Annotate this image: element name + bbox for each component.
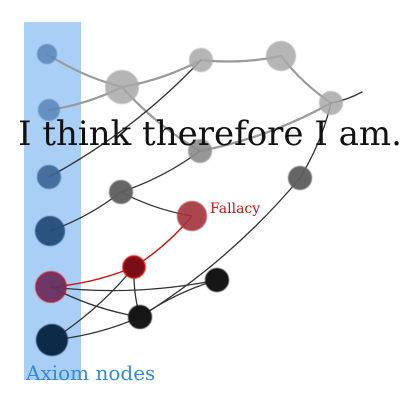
axiom-node[interactable] xyxy=(38,99,60,121)
inferred-node[interactable] xyxy=(189,48,213,72)
axiom-node[interactable] xyxy=(35,271,67,303)
inferred-node[interactable] xyxy=(109,180,133,204)
edge xyxy=(198,101,333,153)
fallacy-label: Fallacy xyxy=(210,201,260,217)
axiom-band xyxy=(24,22,81,380)
fallacy-node[interactable] xyxy=(122,255,146,279)
edge xyxy=(48,59,202,178)
inferred-node[interactable] xyxy=(188,139,212,163)
inferred-node[interactable] xyxy=(105,70,139,104)
inferred-node[interactable] xyxy=(205,268,229,292)
inferred-node[interactable] xyxy=(266,41,296,71)
axiom-nodes-label: Axiom nodes xyxy=(25,361,155,385)
axiom-node[interactable] xyxy=(35,216,65,246)
edge xyxy=(120,150,201,193)
inferred-node[interactable] xyxy=(319,91,343,115)
edge xyxy=(139,177,301,318)
axiom-node[interactable] xyxy=(37,44,57,64)
node-layer xyxy=(35,41,343,356)
inferred-node[interactable] xyxy=(128,305,152,329)
axiom-node[interactable] xyxy=(37,165,61,189)
fallacy-node[interactable] xyxy=(177,201,207,231)
inferred-node[interactable] xyxy=(288,166,312,190)
edge-layer xyxy=(45,52,363,341)
edge xyxy=(139,279,218,318)
diagram-title: I think therefore I am. xyxy=(18,114,400,154)
axiom-node[interactable] xyxy=(36,324,68,356)
